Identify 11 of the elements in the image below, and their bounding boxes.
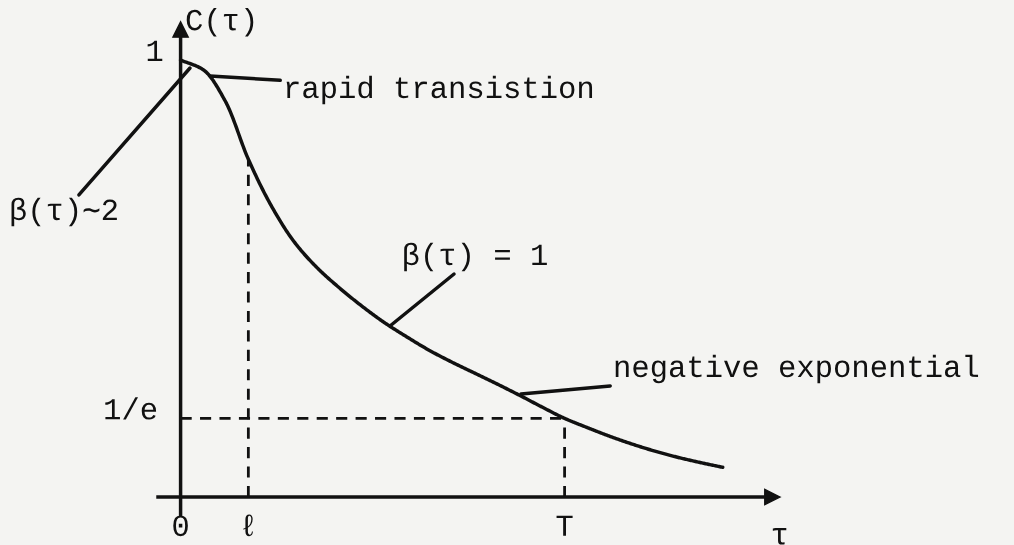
x-tick-label: ℓ (243, 514, 253, 537)
y-axis-title: C(τ) (186, 7, 254, 37)
annotation: negative exponential (615, 354, 979, 384)
x-axis-title: τ (772, 528, 787, 545)
text: β(τ)∼2 (11, 197, 117, 227)
x-tick-label: T (556, 515, 573, 536)
ref-line-label: 1/e (105, 397, 157, 420)
annotation: β(τ) = 1 (404, 242, 547, 272)
annotation: 1 (147, 40, 163, 61)
x-tick-label: 0 (173, 515, 188, 537)
annotation: rapid transistion (286, 75, 593, 105)
